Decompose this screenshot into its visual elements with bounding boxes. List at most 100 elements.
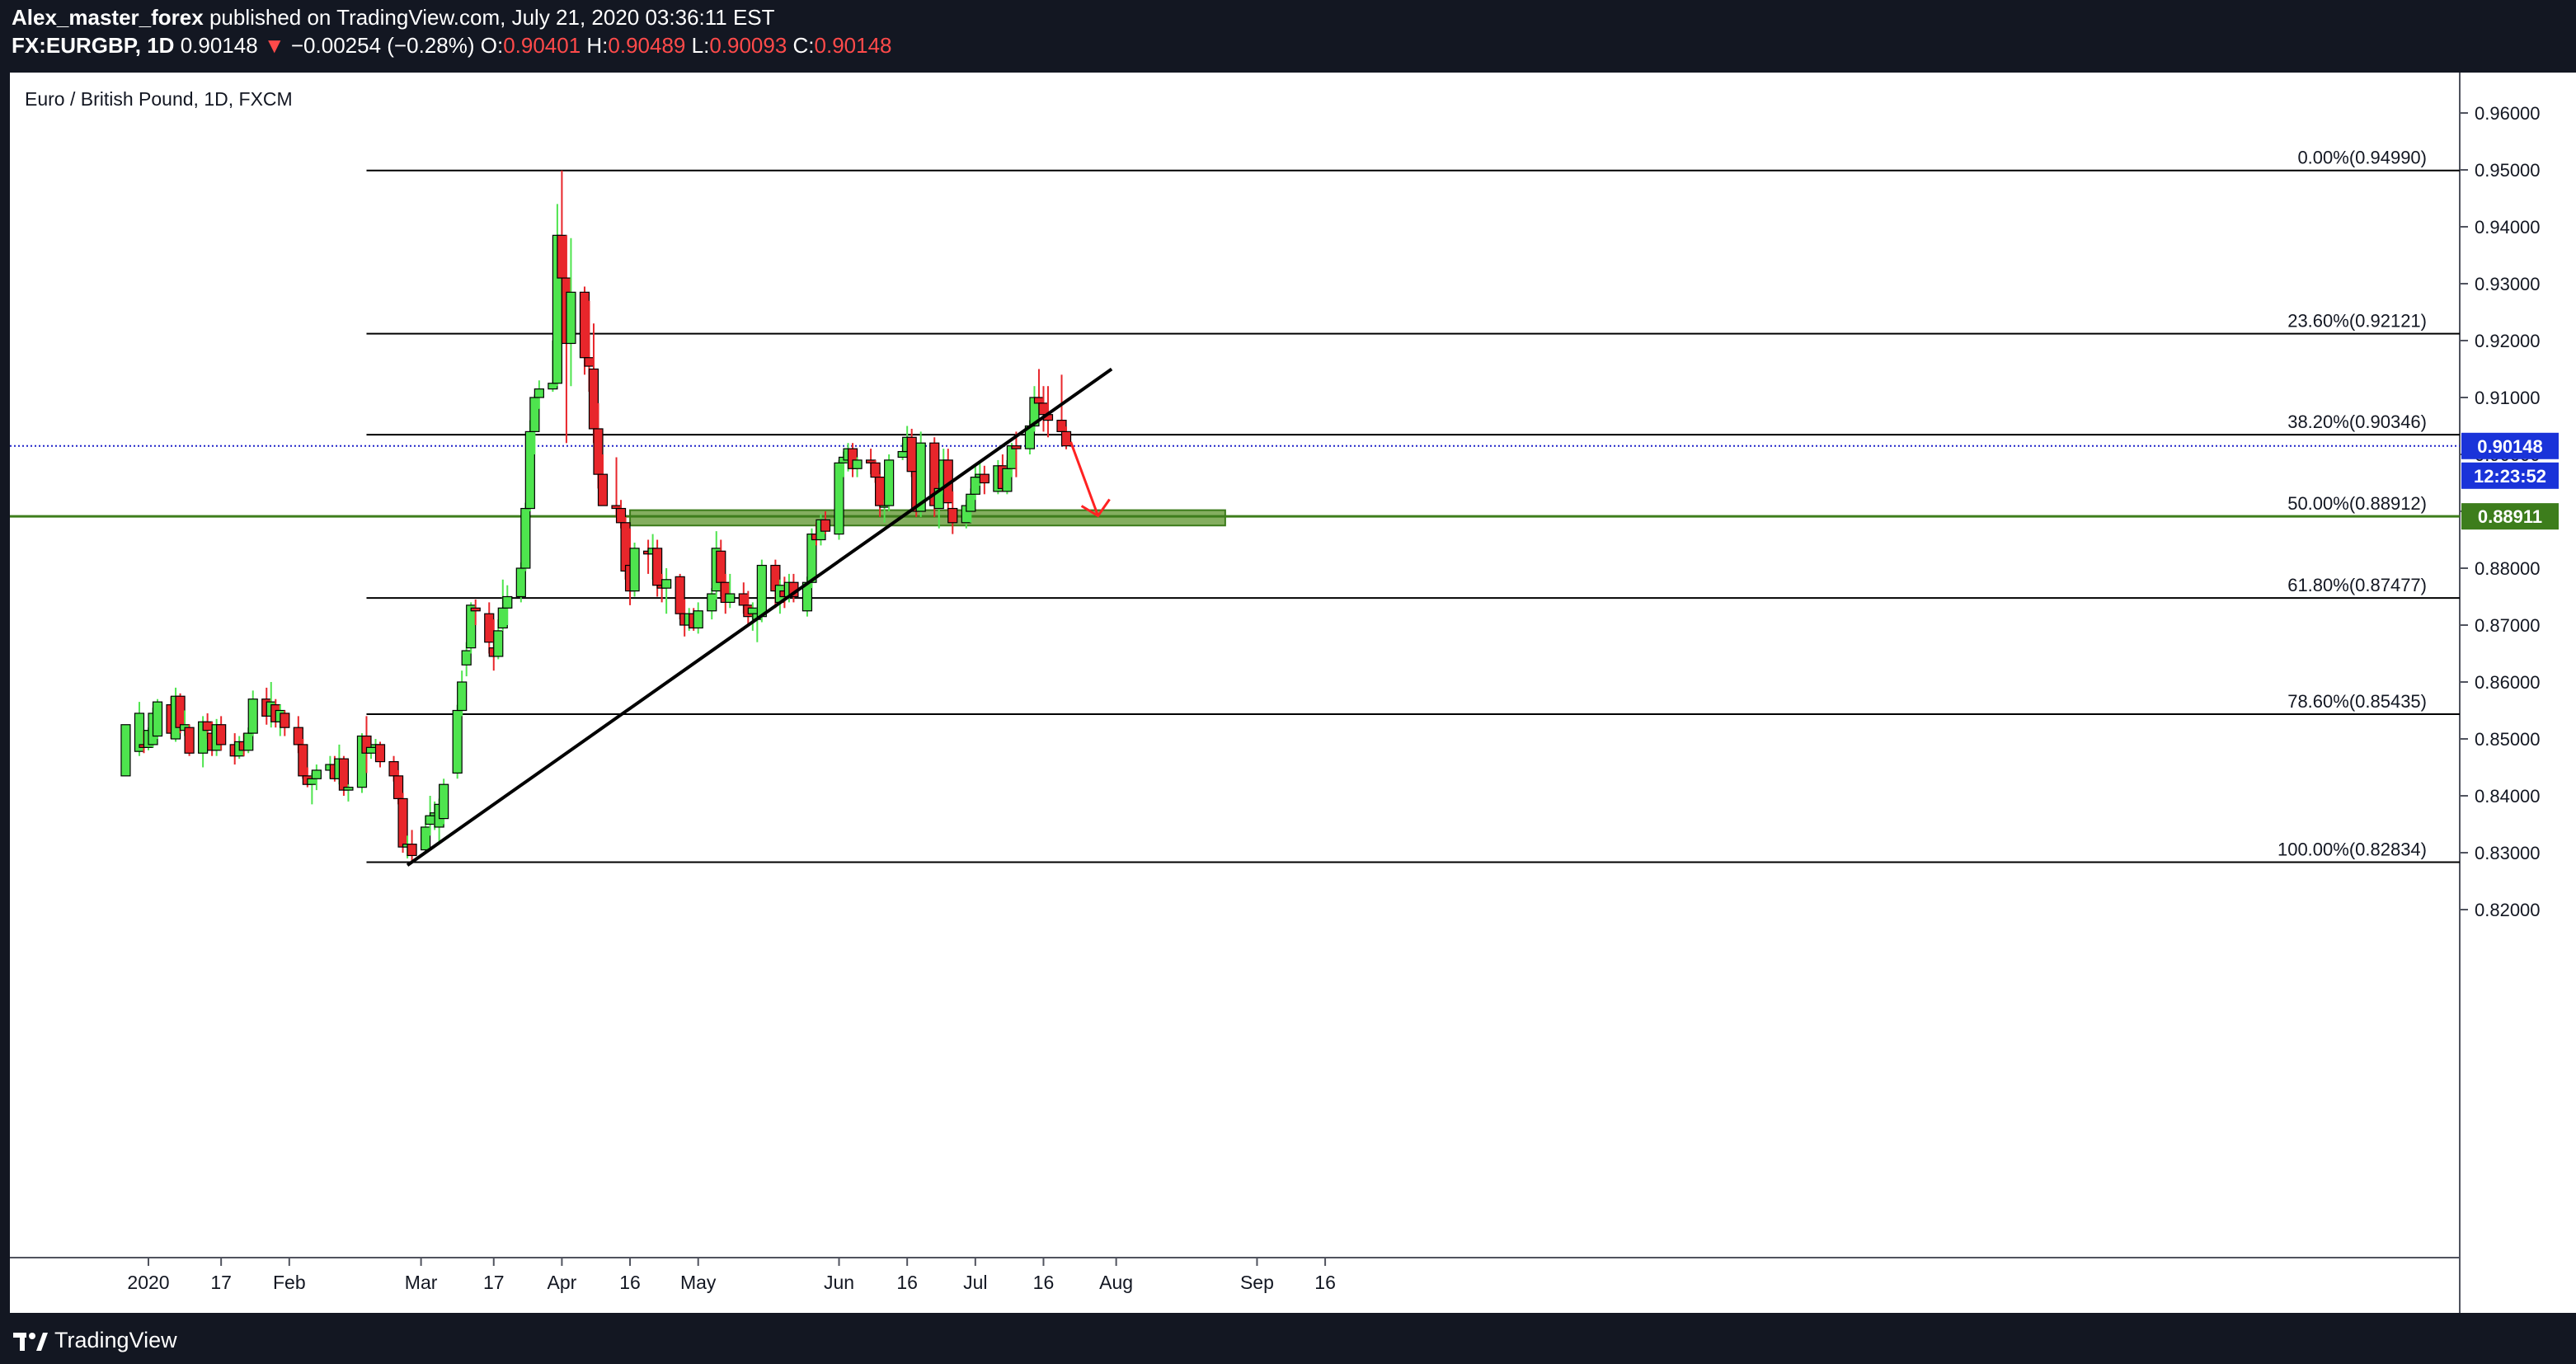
candle-body[interactable] [524,430,535,510]
footer-brand[interactable]: TradingView [54,1328,177,1352]
candle-body[interactable] [716,550,726,583]
candle-body[interactable] [1033,397,1045,404]
candle-body[interactable] [470,607,481,612]
candle-body[interactable] [806,533,817,583]
trendline-layer[interactable] [406,367,1113,867]
candle-body[interactable] [298,744,308,777]
candle-body[interactable] [970,477,980,495]
symbol-label[interactable]: FX:EURGBP, 1D [12,33,175,58]
price-tick-label: 0.85000 [2475,729,2541,750]
candle-body[interactable] [374,744,386,763]
candle-body[interactable] [1006,445,1018,469]
candles-layer[interactable] [120,170,1072,863]
candle-body[interactable] [966,493,976,512]
candle-body[interactable] [280,713,290,728]
price-chart[interactable]: Euro / British Pound, 1D, FXCM 0.00%(0.9… [0,63,2576,1316]
tradingview-logo-icon[interactable] [12,1326,48,1354]
candle-body[interactable] [407,844,417,857]
candle-body[interactable] [588,368,599,430]
candle-body[interactable] [311,769,322,779]
candle-body[interactable] [707,593,717,612]
candle-body[interactable] [725,593,736,603]
support-zone-rect[interactable] [629,509,1226,527]
candle-body[interactable] [365,746,377,754]
candle-body[interactable] [1056,420,1067,433]
candle-body[interactable] [979,473,990,484]
candle-body[interactable] [175,695,186,728]
candle-body[interactable] [397,797,408,848]
plot-area[interactable] [10,73,2459,1313]
candle-body[interactable] [615,507,627,524]
time-tick-label: 16 [619,1272,641,1293]
candle-body[interactable] [520,507,531,569]
candle-body[interactable] [120,724,131,777]
publish-info: Alex_master_forex published on TradingVi… [12,5,775,31]
candle-body[interactable] [1011,445,1022,449]
candle-body[interactable] [693,610,703,629]
candle-body[interactable] [738,593,749,606]
candle-body[interactable] [452,709,463,774]
candle-body[interactable] [620,522,631,572]
candle-body[interactable] [421,826,431,851]
candle-body[interactable] [457,681,468,712]
candle-body[interactable] [184,727,195,754]
candle-body[interactable] [875,477,886,506]
candle-body[interactable] [202,721,213,731]
price-labels: 0.88911 0.90148 12:23:52 [2461,432,2559,530]
candle-body[interactable] [947,507,958,524]
candle-body[interactable] [756,564,767,618]
candle-body[interactable] [497,607,508,629]
candle-body[interactable] [584,357,595,367]
projection-arrow[interactable] [1069,441,1099,517]
trendline[interactable] [406,367,1113,867]
current-price-label: 0.90148 [2477,436,2543,457]
candle-body[interactable] [439,783,449,820]
candle-body[interactable] [557,234,567,279]
candle-body[interactable] [425,815,435,825]
candle-body[interactable] [216,724,227,745]
candle-body[interactable] [897,450,908,459]
candle-body[interactable] [461,650,472,666]
candle-body[interactable] [852,459,863,469]
candle-body[interactable] [466,604,477,649]
candle-body[interactable] [915,442,926,512]
candle-body[interactable] [834,462,844,535]
candle-body[interactable] [307,778,317,785]
candle-body[interactable] [548,383,558,390]
candle-body[interactable] [906,436,917,473]
candle-body[interactable] [870,462,881,478]
candle-body[interactable] [747,607,758,614]
candle-body[interactable] [247,698,258,734]
candle-body[interactable] [484,613,495,643]
candle-body[interactable] [534,388,544,398]
candle-body[interactable] [593,428,604,475]
candle-body[interactable] [293,727,303,745]
candle-body[interactable] [675,576,685,614]
candle-body[interactable] [629,548,640,592]
candle-body[interactable] [388,760,399,777]
price-axis[interactable] [2461,73,2576,1313]
candle-body[interactable] [343,787,354,791]
candle-body[interactable] [515,567,526,598]
candle-body[interactable] [529,397,540,433]
candle-body[interactable] [820,519,831,532]
bar-countdown-label: 12:23:52 [2474,466,2546,487]
candle-body[interactable] [152,701,163,737]
candle-body[interactable] [502,595,513,609]
candle-body[interactable] [493,630,504,657]
candle-body[interactable] [338,758,350,791]
candle-body[interactable] [566,291,576,345]
candle-body[interactable] [243,732,254,751]
candle-body[interactable] [597,473,609,506]
candle-body[interactable] [393,775,404,800]
change-arrow-icon: ▼ [263,33,285,58]
candle-body[interactable] [1002,468,1013,492]
candle-body[interactable] [652,548,663,586]
author-name[interactable]: Alex_master_forex [12,5,204,30]
candle-body[interactable] [661,579,672,589]
candle-body[interactable] [579,291,590,359]
time-ticks: 2020 17 Feb Mar 17 Apr 16 May Jun 16 Jul 16 Aug Sep 16 [127,1258,1336,1293]
candle-body[interactable] [1060,430,1072,447]
time-tick-label: 16 [896,1272,918,1293]
candle-body[interactable] [884,459,895,506]
